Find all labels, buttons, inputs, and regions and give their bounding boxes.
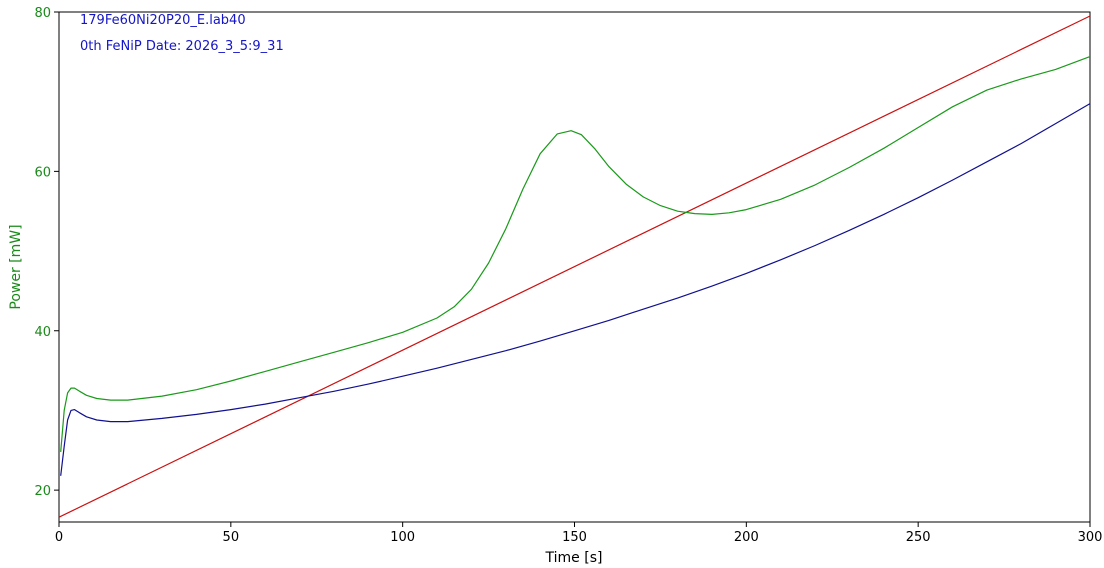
y-ticks: 20 40 60 80 [34, 6, 59, 499]
annotation-2: 0th FeNiP Date: 2026_3_5:9_31 [80, 39, 284, 54]
series-line-3 [60, 103, 1091, 476]
x-ticks: 0 50 100 150 200 250 300 [55, 522, 1103, 545]
x-tick-label: 250 [906, 530, 931, 545]
x-tick-label: 50 [223, 530, 240, 545]
x-tick-label: 0 [55, 530, 63, 545]
y-tick-label: 60 [34, 165, 51, 180]
y-tick-label: 40 [34, 325, 51, 340]
y-tick-label: 80 [34, 6, 51, 21]
x-tick-label: 100 [390, 530, 415, 545]
series-layer [58, 15, 1091, 518]
x-tick-label: 150 [562, 530, 587, 545]
y-axis-label: Power [mW] [8, 224, 24, 309]
y-tick-label: 20 [34, 484, 51, 499]
x-axis-label: Time [s] [545, 550, 603, 566]
annotation-1: 179Fe60Ni20P20_E.lab40 [80, 13, 246, 28]
series-line-2 [60, 56, 1091, 452]
x-tick-label: 300 [1078, 530, 1103, 545]
series-line-1 [58, 15, 1091, 518]
x-tick-label: 200 [734, 530, 759, 545]
